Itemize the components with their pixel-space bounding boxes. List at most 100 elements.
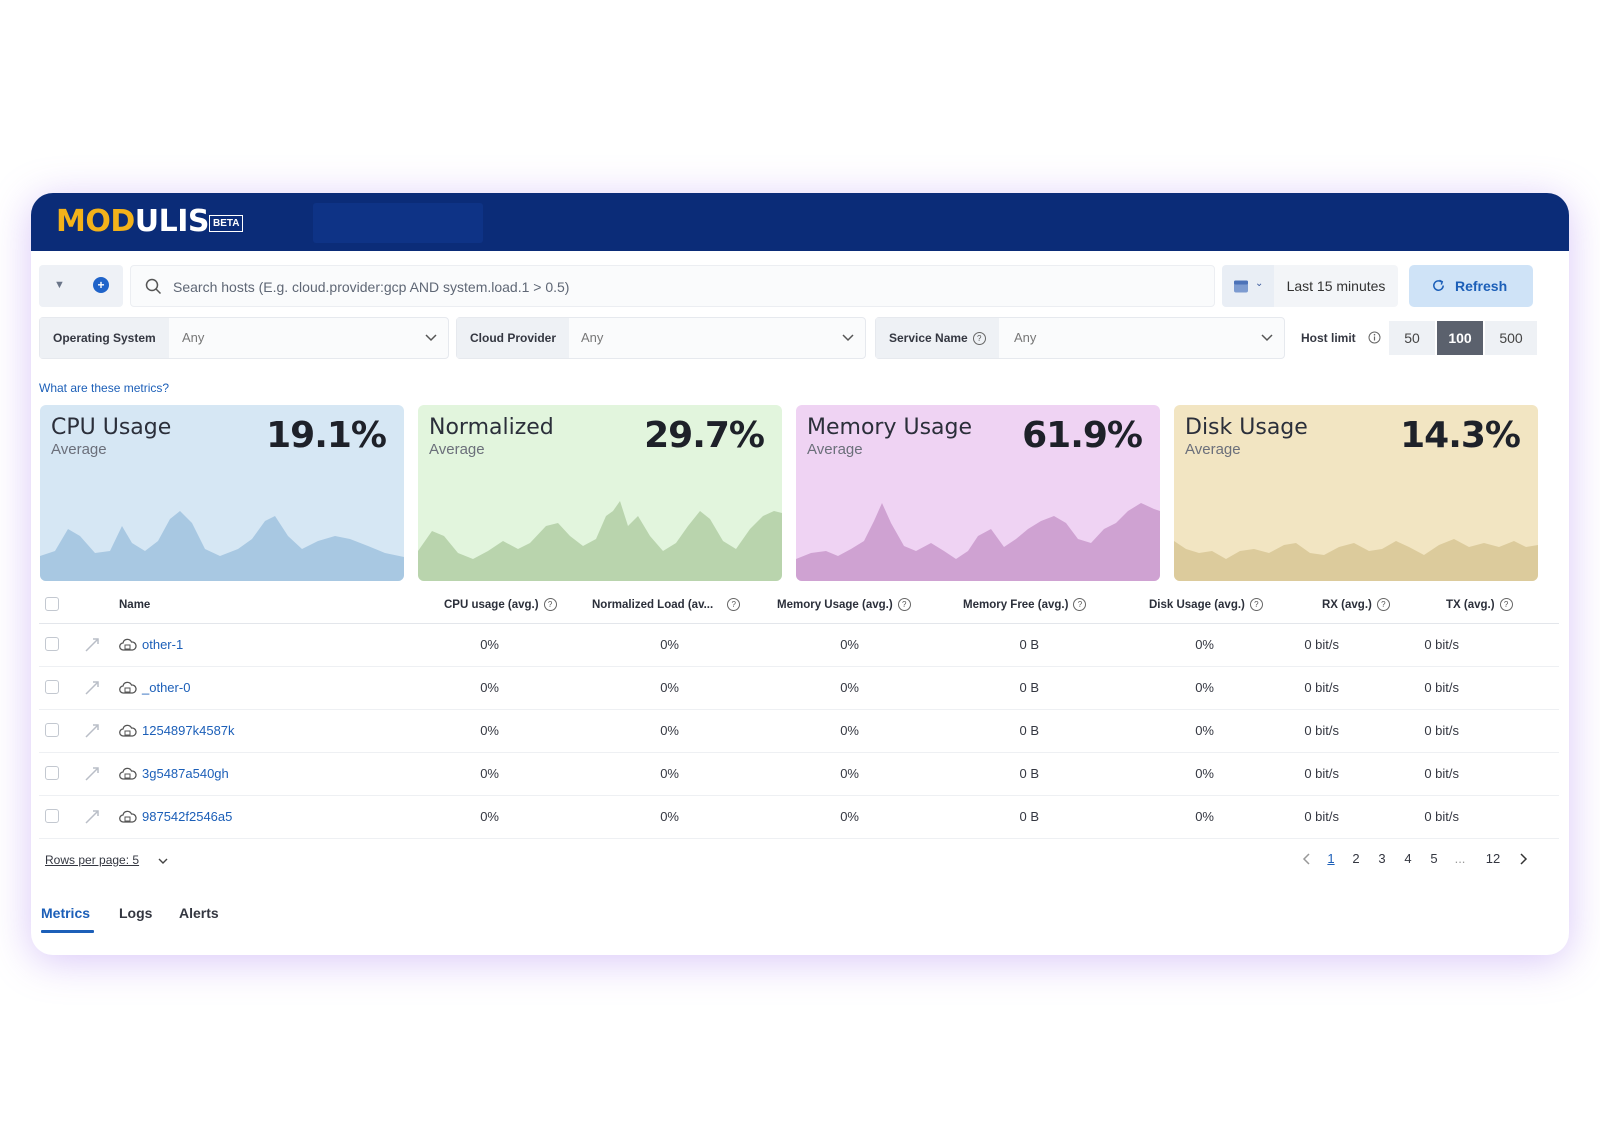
- search-input[interactable]: [171, 266, 1195, 308]
- host-name-link[interactable]: other-1: [142, 637, 184, 652]
- card-value: 14.3%: [1400, 415, 1521, 456]
- service-name-filter[interactable]: Service Name? Any: [875, 317, 1285, 359]
- chevron-down-icon: [842, 334, 854, 342]
- column-header-memory-free-label: Memory Free (avg.): [963, 599, 1069, 611]
- table-row[interactable]: other-1 0% 0% 0% 0 B 0% 0 bit/s 0 bit/s: [39, 624, 1559, 667]
- card-subtitle: Average: [429, 441, 485, 458]
- rows-per-page-label: Rows per page: 5: [45, 853, 140, 867]
- card-title: CPU Usage: [51, 415, 172, 440]
- cell-rx: 0 bit/s: [1304, 809, 1339, 824]
- column-header-name[interactable]: Name: [119, 599, 151, 611]
- column-header-cpu[interactable]: CPU usage (avg.)?: [444, 587, 557, 623]
- host-limit-option-50[interactable]: 50: [1389, 321, 1435, 355]
- cell-memory: 0%: [840, 680, 859, 695]
- column-header-cpu-label: CPU usage (avg.): [444, 599, 539, 611]
- table-row[interactable]: _other-0 0% 0% 0% 0 B 0% 0 bit/s 0 bit/s: [39, 667, 1559, 710]
- row-checkbox[interactable]: [45, 723, 59, 737]
- os-filter-value: Any: [182, 330, 205, 345]
- host-name-link[interactable]: 3g5487a540gh: [142, 766, 229, 781]
- cloud-provider-label: Cloud Provider: [457, 318, 570, 358]
- host-name-link[interactable]: _other-0: [142, 680, 191, 695]
- page-3[interactable]: 3: [1378, 851, 1386, 866]
- cell-tx: 0 bit/s: [1424, 723, 1459, 738]
- column-header-rx[interactable]: RX (avg.)?: [1322, 587, 1390, 623]
- time-range-button[interactable]: Last 15 minutes: [1274, 265, 1398, 307]
- sparkline-area: [418, 501, 782, 581]
- page-last[interactable]: 12: [1485, 851, 1501, 866]
- host-cloud-icon: [119, 724, 137, 737]
- expand-icon[interactable]: [83, 808, 101, 826]
- page-4[interactable]: 4: [1404, 851, 1412, 866]
- card-title: Disk Usage: [1185, 415, 1308, 440]
- row-checkbox[interactable]: [45, 809, 59, 823]
- table-row[interactable]: 1254897k4587k 0% 0% 0% 0 B 0% 0 bit/s 0 bit/s: [39, 710, 1559, 753]
- cell-tx: 0 bit/s: [1424, 809, 1459, 824]
- refresh-button[interactable]: Refresh: [1409, 265, 1533, 307]
- host-limit-label: Host limit: [1301, 331, 1356, 345]
- expand-icon[interactable]: [83, 636, 101, 654]
- row-checkbox[interactable]: [45, 680, 59, 694]
- help-icon[interactable]: ?: [897, 598, 911, 612]
- os-filter[interactable]: Operating System Any: [39, 317, 449, 359]
- cell-memory: 0%: [840, 723, 859, 738]
- page-2[interactable]: 2: [1352, 851, 1360, 866]
- expand-icon[interactable]: [83, 765, 101, 783]
- page-5[interactable]: 5: [1430, 851, 1438, 866]
- rows-per-page-selector[interactable]: Rows per page: 5: [45, 853, 168, 867]
- disk-usage-card[interactable]: Disk Usage Average 14.3%: [1174, 405, 1538, 581]
- page-1[interactable]: 1: [1327, 851, 1335, 866]
- help-icon[interactable]: ?: [1499, 598, 1513, 612]
- cpu-usage-card[interactable]: CPU Usage Average 19.1%: [40, 405, 404, 581]
- memory-usage-card[interactable]: Memory Usage Average 61.9%: [796, 405, 1160, 581]
- cell-rx: 0 bit/s: [1304, 680, 1339, 695]
- info-icon[interactable]: [1368, 331, 1381, 344]
- column-header-load[interactable]: Normalized Load (av...?: [592, 587, 741, 623]
- select-all-checkbox[interactable]: [45, 597, 59, 611]
- help-icon[interactable]: ?: [972, 332, 986, 346]
- card-title: Normalized: [429, 415, 554, 440]
- cloud-provider-filter[interactable]: Cloud Provider Any: [456, 317, 866, 359]
- row-checkbox[interactable]: [45, 766, 59, 780]
- help-icon[interactable]: ?: [1249, 598, 1263, 612]
- expand-icon[interactable]: [83, 722, 101, 740]
- table-header-row: Name CPU usage (avg.)? Normalized Load (…: [39, 587, 1559, 624]
- normalized-load-card[interactable]: Normalized Average 29.7%: [418, 405, 782, 581]
- help-icon[interactable]: ?: [543, 598, 557, 612]
- card-value: 61.9%: [1022, 415, 1143, 456]
- tab-logs[interactable]: Logs: [119, 905, 153, 921]
- column-header-disk[interactable]: Disk Usage (avg.)?: [1149, 587, 1263, 623]
- date-picker-button[interactable]: ⌄: [1222, 265, 1274, 307]
- chevron-right-icon[interactable]: [1513, 852, 1533, 866]
- table-row[interactable]: 987542f2546a5 0% 0% 0% 0 B 0% 0 bit/s 0 bit/s: [39, 796, 1559, 839]
- host-cloud-icon: [119, 638, 137, 651]
- refresh-icon: [1433, 279, 1444, 291]
- host-name-link[interactable]: 1254897k4587k: [142, 723, 235, 738]
- cell-memory-free: 0 B: [1019, 809, 1039, 824]
- host-limit-option-500[interactable]: 500: [1485, 321, 1537, 355]
- row-checkbox[interactable]: [45, 637, 59, 651]
- cell-load: 0%: [660, 766, 679, 781]
- chevron-down-icon: [158, 858, 168, 864]
- host-name-link[interactable]: 987542f2546a5: [142, 809, 233, 824]
- expand-icon[interactable]: [83, 679, 101, 697]
- help-icon[interactable]: ?: [1073, 598, 1087, 612]
- cell-load: 0%: [660, 680, 679, 695]
- host-limit-option-100[interactable]: 100: [1437, 321, 1483, 355]
- tab-metrics[interactable]: Metrics: [41, 893, 95, 933]
- cell-rx: 0 bit/s: [1304, 723, 1339, 738]
- column-header-memory[interactable]: Memory Usage (avg.)?: [777, 587, 911, 623]
- host-cloud-icon: [119, 767, 137, 780]
- chevron-left-icon[interactable]: [1297, 852, 1317, 866]
- chevron-down-icon: [1261, 334, 1273, 342]
- query-menu-button[interactable]: ▼ +: [39, 265, 123, 307]
- tab-alerts[interactable]: Alerts: [179, 905, 219, 921]
- help-icon[interactable]: ?: [727, 598, 741, 612]
- metrics-help-link[interactable]: What are these metrics?: [39, 381, 170, 395]
- table-row[interactable]: 3g5487a540gh 0% 0% 0% 0 B 0% 0 bit/s 0 bit/s: [39, 753, 1559, 796]
- column-header-memory-free[interactable]: Memory Free (avg.)?: [963, 587, 1087, 623]
- disk-sparkline: [1174, 539, 1538, 581]
- brand-logo[interactable]: MODULIS: [56, 207, 210, 237]
- help-icon[interactable]: ?: [1376, 598, 1390, 612]
- column-header-tx[interactable]: TX (avg.)?: [1446, 587, 1513, 623]
- add-filter-icon[interactable]: +: [93, 277, 109, 293]
